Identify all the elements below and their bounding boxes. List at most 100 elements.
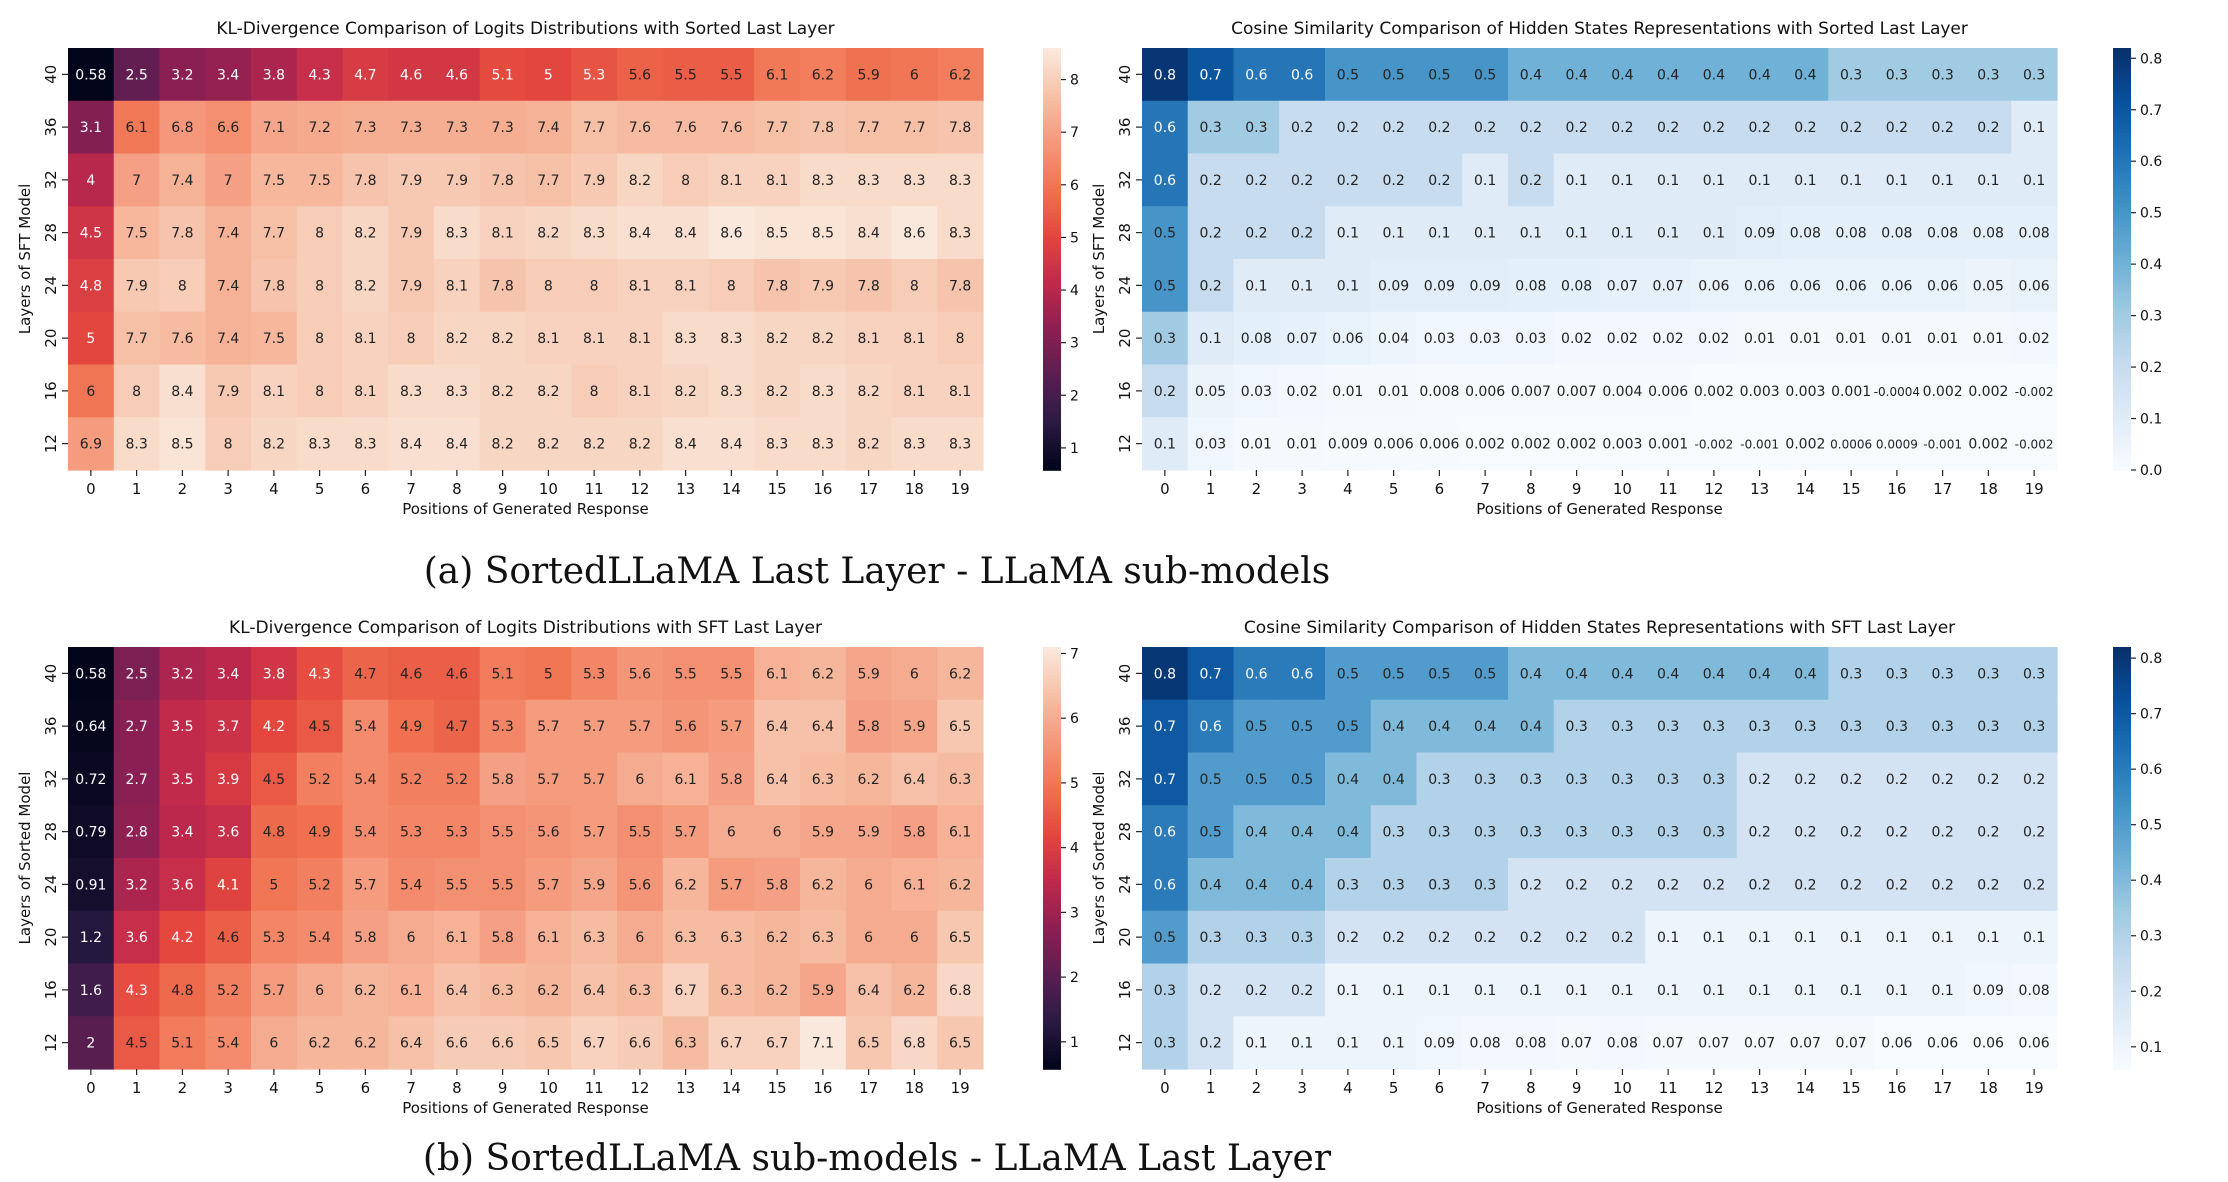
heatmap-cell bbox=[1553, 48, 1601, 102]
heatmap-cell bbox=[937, 699, 984, 754]
x-tick-label: 8 bbox=[452, 480, 462, 498]
colorbar-segment bbox=[2113, 1030, 2131, 1035]
heatmap-cell bbox=[1874, 805, 1921, 859]
colorbar-segment bbox=[2113, 399, 2131, 404]
colorbar-segment bbox=[1043, 710, 1061, 715]
colorbar-segment bbox=[1043, 160, 1061, 165]
colorbar-segment bbox=[2113, 727, 2131, 733]
cell-value-label: 4.3 bbox=[125, 983, 147, 999]
heatmap-cell bbox=[662, 805, 710, 859]
colorbar-segment bbox=[2113, 654, 2131, 659]
cell-value-label: 5 bbox=[544, 67, 553, 83]
x-tick-label: 1 bbox=[1206, 1079, 1216, 1097]
cell-value-label: 0.1 bbox=[1703, 226, 1725, 242]
cell-value-label: 0.01 bbox=[1973, 331, 2004, 347]
colorbar-segment bbox=[2113, 434, 2131, 440]
colorbar-segment bbox=[2113, 392, 2131, 397]
heatmap-cell bbox=[708, 647, 755, 701]
cell-value-label: 6.1 bbox=[400, 983, 422, 999]
heatmap-cell bbox=[1325, 1016, 1372, 1070]
colorbar-segment bbox=[2113, 360, 2131, 366]
heatmap-cell bbox=[296, 417, 344, 471]
cell-value-label: 6.6 bbox=[629, 1036, 651, 1052]
heatmap-cell bbox=[571, 364, 618, 418]
colorbar-segment bbox=[2113, 896, 2131, 901]
colorbar-segment bbox=[1043, 329, 1061, 334]
heatmap-cell bbox=[251, 100, 298, 155]
colorbar-segment bbox=[1043, 132, 1061, 137]
heatmap-cell bbox=[1645, 364, 1692, 418]
heatmap-cell bbox=[525, 647, 572, 701]
heatmap-cell bbox=[296, 206, 344, 260]
cell-value-label: 0.5 bbox=[1382, 666, 1404, 682]
heatmap-cell bbox=[1187, 647, 1235, 701]
cell-value-label: 0.1 bbox=[1474, 226, 1496, 242]
colorbar-segment bbox=[1043, 727, 1061, 733]
x-tick-label: 8 bbox=[452, 1079, 462, 1097]
cell-value-label: 7.4 bbox=[171, 173, 193, 189]
cell-value-label: 5.7 bbox=[354, 877, 376, 893]
colorbar-tick-label: 0.6 bbox=[2140, 762, 2162, 778]
colorbar-segment bbox=[1043, 829, 1061, 835]
heatmap-cell bbox=[937, 100, 984, 155]
heatmap-cell bbox=[479, 647, 527, 701]
x-tick-label: 9 bbox=[498, 480, 508, 498]
heatmap-cell bbox=[1645, 752, 1692, 806]
cell-value-label: 0.3 bbox=[1840, 67, 1862, 83]
colorbar-segment bbox=[1043, 650, 1061, 655]
x-tick-label: 13 bbox=[1750, 1079, 1769, 1097]
x-tick-label: 11 bbox=[585, 480, 604, 498]
colorbar-segment bbox=[1043, 1044, 1061, 1049]
heatmap-cell bbox=[1782, 153, 1829, 207]
heatmap-cell bbox=[296, 910, 344, 965]
heatmap-cell bbox=[251, 311, 298, 366]
colorbar-segment bbox=[1043, 248, 1061, 253]
cell-value-label: 8 bbox=[590, 384, 599, 400]
heatmap-title: KL-Divergence Comparison of Logits Distr… bbox=[229, 618, 822, 638]
heatmap-cell bbox=[1919, 417, 1967, 471]
cell-value-label: 6.6 bbox=[217, 120, 239, 136]
x-tick-label: 9 bbox=[1572, 1079, 1582, 1097]
heatmap-cell bbox=[891, 752, 938, 806]
cell-value-label: 0.003 bbox=[1602, 437, 1642, 453]
colorbar-segment bbox=[1043, 924, 1061, 930]
colorbar-segment bbox=[2113, 164, 2131, 169]
cell-value-label: 8 bbox=[315, 384, 324, 400]
heatmap-cell bbox=[1508, 858, 1555, 912]
cell-value-label: 0.01 bbox=[1790, 331, 1821, 347]
cell-value-label: 2.8 bbox=[125, 825, 147, 841]
colorbar-segment bbox=[2113, 1047, 2131, 1053]
heatmap-cell bbox=[571, 417, 618, 471]
colorbar-segment bbox=[1043, 399, 1061, 404]
colorbar-segment bbox=[2113, 174, 2131, 179]
cell-value-label: 8.3 bbox=[720, 384, 742, 400]
heatmap-cell bbox=[1874, 752, 1921, 806]
heatmap-cell bbox=[68, 364, 115, 418]
y-tick-label: 40 bbox=[42, 65, 60, 84]
y-tick-label: 24 bbox=[1116, 276, 1134, 295]
heatmap-cell bbox=[1599, 963, 1646, 1017]
colorbar-segment bbox=[1043, 311, 1061, 317]
heatmap-cell bbox=[1187, 311, 1235, 366]
heatmap-cell bbox=[1233, 364, 1280, 418]
heatmap-cell bbox=[388, 48, 435, 102]
cell-value-label: 7.3 bbox=[446, 120, 468, 136]
heatmap-cell bbox=[617, 153, 664, 207]
colorbar-segment bbox=[2113, 79, 2131, 84]
cell-value-label: 0.3 bbox=[1977, 666, 1999, 682]
cell-value-label: 6.7 bbox=[720, 1036, 742, 1052]
colorbar-segment bbox=[1043, 763, 1061, 768]
cell-value-label: 6 bbox=[864, 877, 873, 893]
cell-value-label: 0.08 bbox=[2019, 226, 2050, 242]
x-tick-label: 19 bbox=[2025, 480, 2044, 498]
heatmap-cell bbox=[434, 858, 481, 912]
colorbar-segment bbox=[2113, 104, 2131, 109]
heatmap-cell bbox=[1828, 805, 1875, 859]
heatmap-cell bbox=[251, 699, 298, 754]
heatmap-cell bbox=[1965, 1016, 2012, 1070]
heatmap-cell bbox=[2011, 48, 2058, 102]
cell-value-label: 6 bbox=[269, 1036, 278, 1052]
cell-value-label: 0.08 bbox=[1607, 1036, 1638, 1052]
